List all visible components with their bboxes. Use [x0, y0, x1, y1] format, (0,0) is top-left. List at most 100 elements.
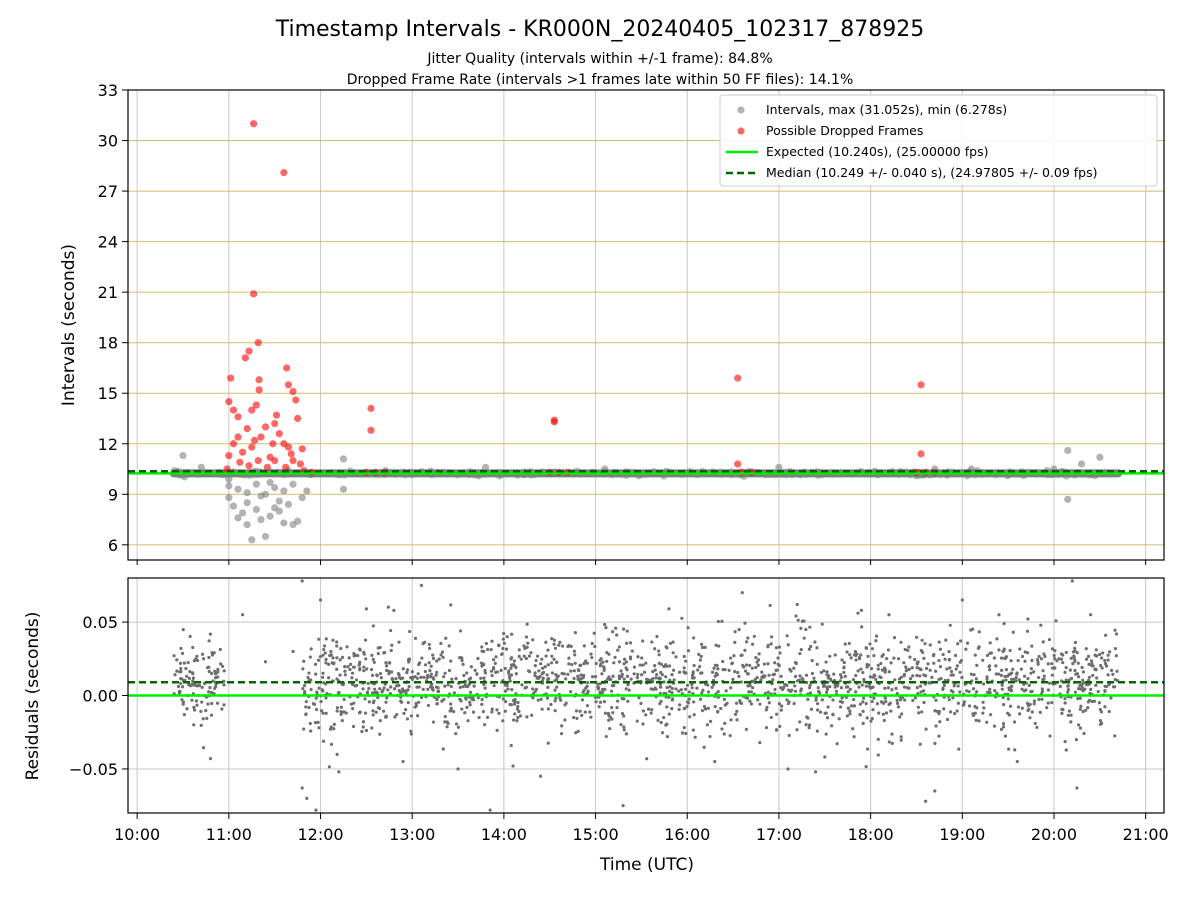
residual-point — [307, 671, 311, 675]
residual-point — [1078, 707, 1082, 711]
interval-point — [243, 489, 251, 497]
residual-point — [1039, 657, 1044, 661]
residual-point — [653, 668, 657, 672]
residual-point — [343, 665, 347, 669]
residual-point — [824, 660, 828, 664]
residual-point — [697, 652, 701, 656]
interval-point — [225, 475, 233, 483]
residual-point — [746, 636, 750, 640]
chart-title: Timestamp Intervals - KR000N_20240405_10… — [275, 17, 925, 42]
residual-point — [828, 677, 833, 681]
residual-point — [941, 652, 945, 657]
residual-point — [522, 644, 526, 648]
residual-point — [378, 719, 382, 723]
residual-point — [401, 690, 405, 694]
residual-point — [421, 687, 425, 691]
residual-point — [413, 675, 417, 679]
residual-point — [555, 678, 559, 682]
intervals-ytick-label: 27 — [98, 182, 118, 201]
residual-point — [381, 709, 386, 713]
residual-point — [307, 705, 311, 710]
residual-point — [807, 686, 812, 690]
residual-point — [713, 704, 717, 709]
residual-point — [313, 721, 318, 725]
residual-point — [1064, 666, 1068, 670]
residual-point — [743, 621, 747, 625]
residual-point — [730, 662, 734, 666]
residual-point — [499, 668, 503, 672]
residual-point — [881, 712, 885, 716]
residual-point — [185, 707, 189, 711]
dropped-frame-point — [294, 414, 302, 423]
residual-point — [1089, 659, 1094, 663]
residual-point — [889, 709, 893, 713]
dropped-frame-point — [239, 448, 247, 456]
residual-point — [721, 667, 725, 672]
residual-point — [515, 707, 520, 711]
x-tick-label: 16:00 — [664, 825, 710, 844]
dropped-frame-point — [287, 450, 295, 458]
residual-point — [739, 653, 743, 658]
interval-point — [180, 473, 189, 481]
residual-point — [354, 678, 359, 682]
residual-point — [786, 643, 790, 647]
residual-point — [656, 718, 660, 722]
residual-point — [322, 644, 327, 648]
interval-point — [266, 478, 274, 487]
residual-point — [222, 683, 226, 687]
x-tick-label: 12:00 — [297, 825, 343, 844]
residual-point — [477, 715, 481, 720]
residual-point — [852, 697, 856, 702]
residual-point — [924, 666, 929, 671]
residual-point — [338, 658, 342, 662]
residual-point — [604, 626, 608, 630]
residual-point — [902, 672, 907, 677]
residual-point — [599, 662, 603, 666]
residual-point — [913, 657, 917, 662]
residual-point — [375, 691, 379, 695]
residual-point — [686, 626, 690, 630]
residual-point — [1114, 654, 1118, 658]
residual-point — [586, 680, 590, 685]
dropped-frame-point — [261, 423, 270, 431]
residual-point — [175, 658, 179, 662]
residual-point — [351, 724, 356, 729]
residual-point — [668, 641, 673, 645]
residual-point — [1029, 671, 1033, 675]
residual-point — [511, 698, 516, 703]
residual-point — [1027, 707, 1031, 712]
residual-point — [509, 743, 513, 748]
x-tick-label: 17:00 — [756, 825, 802, 844]
residual-point — [861, 670, 865, 675]
residual-point — [1113, 685, 1117, 689]
residual-point — [335, 644, 339, 648]
residual-point — [480, 645, 484, 649]
residual-point — [220, 707, 224, 711]
interval-point — [243, 521, 251, 529]
x-tick-label: 18:00 — [848, 825, 894, 844]
residual-point — [937, 640, 941, 644]
residual-point — [654, 676, 658, 680]
residual-point — [530, 713, 534, 717]
residual-point — [699, 654, 703, 658]
residual-point — [907, 645, 911, 649]
residual-point — [665, 735, 670, 739]
residual-point — [531, 691, 535, 696]
residual-point — [690, 686, 694, 690]
intervals-ytick-label: 9 — [108, 485, 118, 504]
residual-point — [880, 668, 885, 672]
residual-point — [1042, 652, 1046, 656]
residual-point — [869, 719, 873, 723]
residual-point — [509, 657, 513, 661]
residual-point — [755, 660, 759, 664]
residual-point — [988, 641, 992, 645]
residual-point — [524, 635, 529, 639]
residual-point — [454, 722, 459, 726]
residual-point — [999, 673, 1003, 678]
residual-point — [892, 656, 896, 660]
residual-point — [839, 673, 843, 677]
residual-point — [798, 651, 802, 656]
residual-point — [816, 686, 820, 690]
residual-point — [204, 709, 208, 713]
